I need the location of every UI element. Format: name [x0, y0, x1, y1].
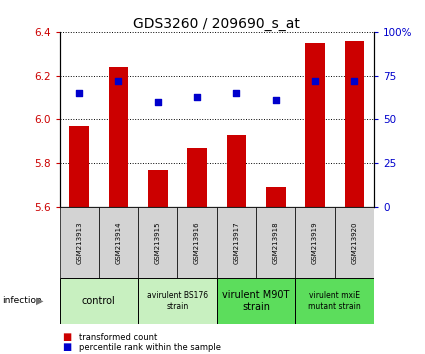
Point: [76, 90, 82, 96]
Text: GSM213919: GSM213919: [312, 221, 318, 264]
Bar: [295, 278, 374, 324]
Text: infection: infection: [2, 296, 42, 306]
Text: GSM213914: GSM213914: [116, 221, 122, 264]
Bar: [60, 207, 99, 278]
Text: GSM213916: GSM213916: [194, 221, 200, 264]
Text: GSM213913: GSM213913: [76, 221, 82, 264]
Bar: [345, 41, 364, 207]
Title: GDS3260 / 209690_s_at: GDS3260 / 209690_s_at: [133, 17, 300, 31]
Bar: [266, 187, 286, 207]
Text: avirulent BS176
strain: avirulent BS176 strain: [147, 291, 208, 310]
Text: GSM213920: GSM213920: [351, 221, 357, 264]
Point: [154, 99, 161, 105]
Bar: [187, 148, 207, 207]
Text: GSM213918: GSM213918: [273, 221, 279, 264]
Bar: [335, 207, 374, 278]
Bar: [109, 67, 128, 207]
Point: [115, 78, 122, 84]
Bar: [227, 135, 246, 207]
Point: [351, 78, 358, 84]
Bar: [60, 278, 138, 324]
Bar: [138, 207, 178, 278]
Bar: [256, 207, 295, 278]
Bar: [69, 126, 89, 207]
Bar: [217, 278, 295, 324]
Text: virulent M90T
strain: virulent M90T strain: [222, 290, 290, 312]
Text: percentile rank within the sample: percentile rank within the sample: [79, 343, 221, 352]
Text: transformed count: transformed count: [79, 333, 157, 342]
Point: [194, 94, 201, 99]
Bar: [217, 207, 256, 278]
Bar: [305, 43, 325, 207]
Text: ■: ■: [62, 332, 71, 342]
Bar: [138, 278, 217, 324]
Text: ■: ■: [62, 342, 71, 352]
Point: [312, 78, 318, 84]
Bar: [148, 170, 167, 207]
Point: [272, 97, 279, 103]
Point: [233, 90, 240, 96]
Bar: [99, 207, 138, 278]
Text: GSM213917: GSM213917: [233, 221, 239, 264]
Text: ▶: ▶: [36, 296, 44, 306]
Bar: [295, 207, 335, 278]
Text: GSM213915: GSM213915: [155, 221, 161, 264]
Text: control: control: [82, 296, 116, 306]
Text: virulent mxiE
mutant strain: virulent mxiE mutant strain: [308, 291, 361, 310]
Bar: [178, 207, 217, 278]
